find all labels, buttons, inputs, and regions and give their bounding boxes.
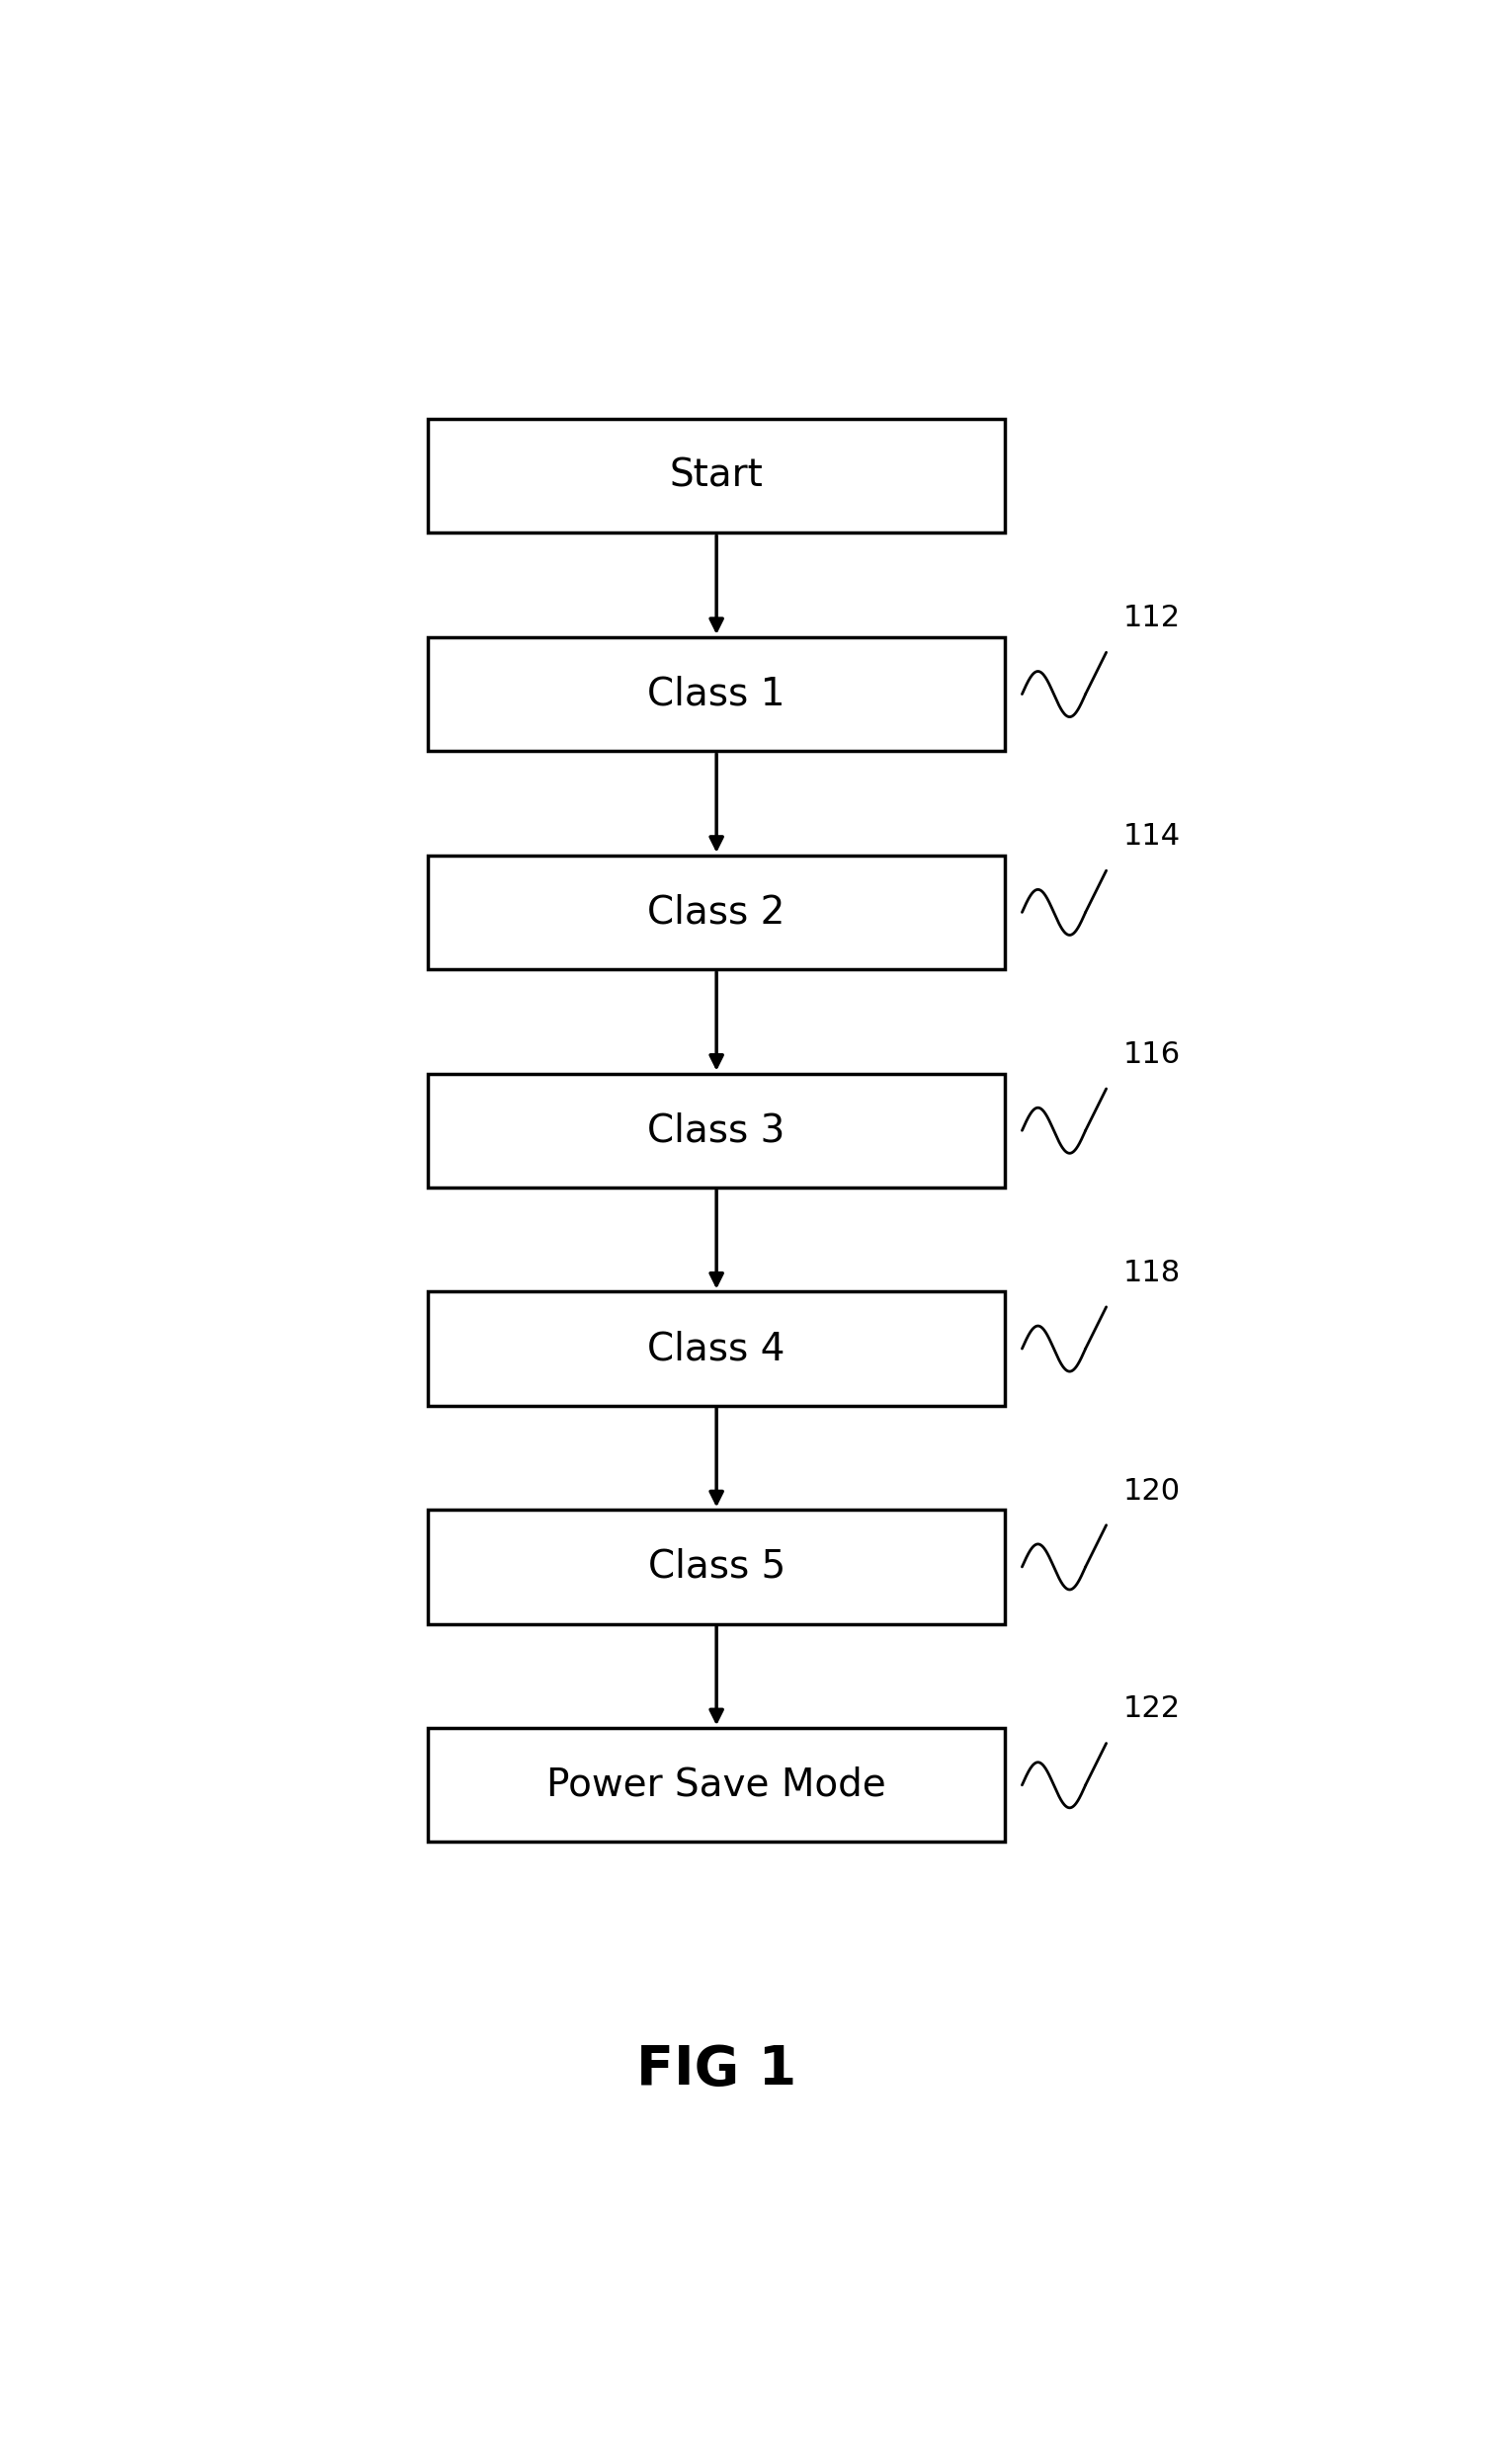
Bar (429, 419, 1004, 532)
Bar (429, 1510, 1004, 1624)
Bar (429, 638, 1004, 752)
Bar (429, 855, 1004, 968)
Bar (429, 1291, 1004, 1404)
Text: Power Save Mode: Power Save Mode (546, 1767, 887, 1804)
Text: Class 2: Class 2 (647, 894, 786, 931)
Text: 112: 112 (1123, 604, 1181, 633)
Text: Start: Start (670, 458, 763, 495)
Text: Class 3: Class 3 (647, 1111, 786, 1148)
Text: Class 1: Class 1 (647, 675, 786, 712)
Text: 114: 114 (1123, 823, 1181, 850)
Text: 122: 122 (1123, 1695, 1181, 1722)
Text: 116: 116 (1123, 1040, 1181, 1069)
Text: 120: 120 (1123, 1476, 1181, 1506)
Bar (429, 1074, 1004, 1188)
Text: Class 4: Class 4 (647, 1331, 786, 1368)
Bar (429, 1727, 1004, 1843)
Text: Class 5: Class 5 (647, 1547, 786, 1587)
Text: FIG 1: FIG 1 (637, 2043, 796, 2097)
Text: 118: 118 (1123, 1259, 1181, 1286)
